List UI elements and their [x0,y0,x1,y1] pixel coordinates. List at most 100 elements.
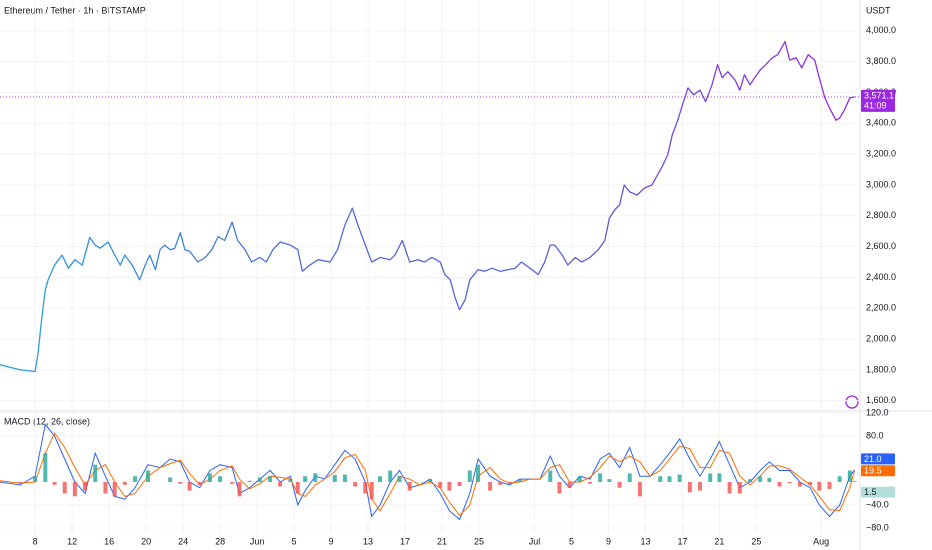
histogram-bar [557,481,562,494]
x-tick-label: 17 [677,536,687,546]
last-value-label: 21.0 [864,454,882,464]
histogram-bar [145,470,150,482]
histogram-bar [278,481,283,487]
histogram-bar [237,481,242,497]
histogram-bar [698,481,703,491]
histogram-bar [737,481,742,494]
histogram-bar [837,476,842,482]
x-tick-label: 25 [474,536,484,546]
histogram-bar [247,480,252,482]
histogram-bar [758,476,763,482]
x-tick-label: Jun [250,536,265,546]
histogram-bar [587,481,592,484]
x-tick-label: 28 [215,536,225,546]
histogram-bar [667,476,672,482]
chart-title: Ethereum / Tether · 1h · BITSTAMP [4,5,146,15]
y-tick-label: 3,200.0 [866,149,896,159]
y-tick-label: 3,000.0 [866,179,896,189]
x-tick-label: 16 [104,536,114,546]
y-tick-label: 2,600.0 [866,241,896,251]
x-tick-label: 17 [400,536,410,546]
histogram-bar [52,481,57,485]
histogram-bar [112,481,117,497]
histogram-bar [627,473,632,482]
histogram-bar [187,481,192,491]
histogram-bar [598,473,603,482]
histogram-bar [369,481,374,500]
y-tick-label: 1,600.0 [866,395,896,405]
y-tick-label: 3,800.0 [866,56,896,66]
x-tick-label: 25 [751,536,761,546]
histogram-bar [787,481,792,484]
x-tick-label: 21 [437,536,447,546]
histogram-bar [197,481,202,485]
histogram-bar [363,481,368,494]
histogram-bar [378,476,383,482]
histogram-bar [428,479,432,482]
histogram-bar [476,464,481,482]
countdown-label: 41:09 [864,100,887,110]
histogram-bar [447,481,452,491]
y-tick-label: −80.0 [866,522,889,532]
histogram-bar [313,473,318,482]
macd-line [0,432,855,517]
histogram-bar [517,479,522,482]
indicator-title: MACD (12, 26, close) [4,416,90,426]
histogram-bar [747,479,752,482]
histogram-bar [397,476,402,482]
y-tick-label: 4,000.0 [866,25,896,35]
histogram-bar [332,475,337,482]
histogram-bar [178,481,183,484]
histogram-bar [488,481,493,491]
y-tick-label: 120.0 [866,407,889,417]
histogram-bar [577,476,582,482]
histogram-bar [607,479,612,482]
histogram-bar [617,481,622,488]
histogram-bar [852,481,857,482]
unit-label: USDT [866,5,891,15]
grid-layer [0,0,860,538]
histogram-bar [467,470,472,482]
histogram-bar [708,473,713,482]
y-tick-label: 2,400.0 [866,272,896,282]
histogram-bar [717,473,722,482]
histogram-bar [268,476,273,482]
histogram-bar [457,481,462,487]
x-tick-label: 20 [141,536,151,546]
histogram-bar [677,474,682,482]
x-tick-label: Jul [529,536,541,546]
histogram-bar [72,481,77,497]
histogram-bar [207,473,212,482]
histogram-bar [388,470,393,482]
histogram-bar [103,481,108,494]
x-tick-label: 5 [569,536,574,546]
histogram-bar [83,481,88,491]
x-tick-label: 5 [292,536,297,546]
histogram-bar [847,470,852,482]
x-tick-label: 24 [178,536,188,546]
last-value-bg [861,465,895,477]
last-value-bg [861,486,895,498]
alert-icon[interactable] [845,395,859,409]
histogram-bar [295,481,300,494]
histogram-bar [230,481,235,484]
histogram-bar [0,481,2,484]
histogram-bar [257,477,262,482]
y-tick-label: 2,800.0 [866,210,896,220]
histogram-bar [658,476,663,482]
x-tick-label: 21 [714,536,724,546]
y-tick-label: 80.0 [866,430,884,440]
histogram-bar [407,481,412,491]
x-tick-label: 13 [640,536,650,546]
histogram-bar [93,464,98,482]
x-tick-label: 12 [67,536,77,546]
histogram-bar [548,470,553,482]
y-tick-label: 1,800.0 [866,364,896,374]
histogram-bar [353,481,358,487]
histogram-bar [288,479,293,482]
histogram-bar [797,481,802,487]
y-tick-label: 2,000.0 [866,333,896,343]
x-tick-label: 8 [33,536,38,546]
price-line [0,40,855,373]
